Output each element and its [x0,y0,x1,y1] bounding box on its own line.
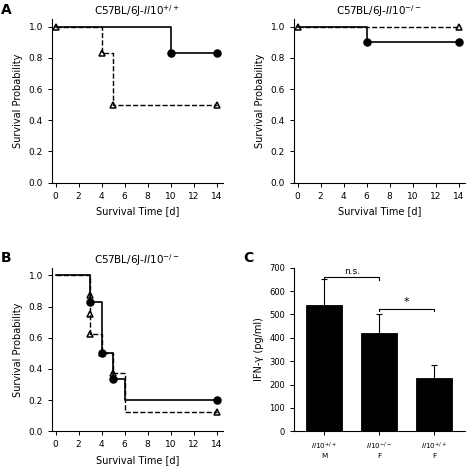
Title: C57BL/6J-$\mathit{Il10}^{+/+}$: C57BL/6J-$\mathit{Il10}^{+/+}$ [94,3,181,19]
Title: C57BL/6J-$\mathit{Il10}^{-/-}$: C57BL/6J-$\mathit{Il10}^{-/-}$ [94,252,180,268]
Text: A: A [1,2,12,17]
Text: *: * [404,298,410,308]
Y-axis label: IFN-γ (pg/ml): IFN-γ (pg/ml) [254,318,264,382]
Bar [362,333,397,431]
Y-axis label: Survival Probability: Survival Probability [255,54,265,148]
Title: C57BL/6J-$\mathit{Il10}^{-/-}$: C57BL/6J-$\mathit{Il10}^{-/-}$ [337,3,422,19]
Bar [417,378,452,431]
Text: n.s.: n.s. [344,267,360,276]
X-axis label: Survival Time [d]: Survival Time [d] [96,206,179,216]
Text: B: B [1,251,12,265]
Y-axis label: Survival Probability: Survival Probability [13,302,23,397]
X-axis label: Survival Time [d]: Survival Time [d] [337,206,421,216]
X-axis label: Survival Time [d]: Survival Time [d] [96,455,179,465]
Bar [307,305,342,431]
Text: C: C [243,251,253,265]
Y-axis label: Survival Probability: Survival Probability [13,54,23,148]
